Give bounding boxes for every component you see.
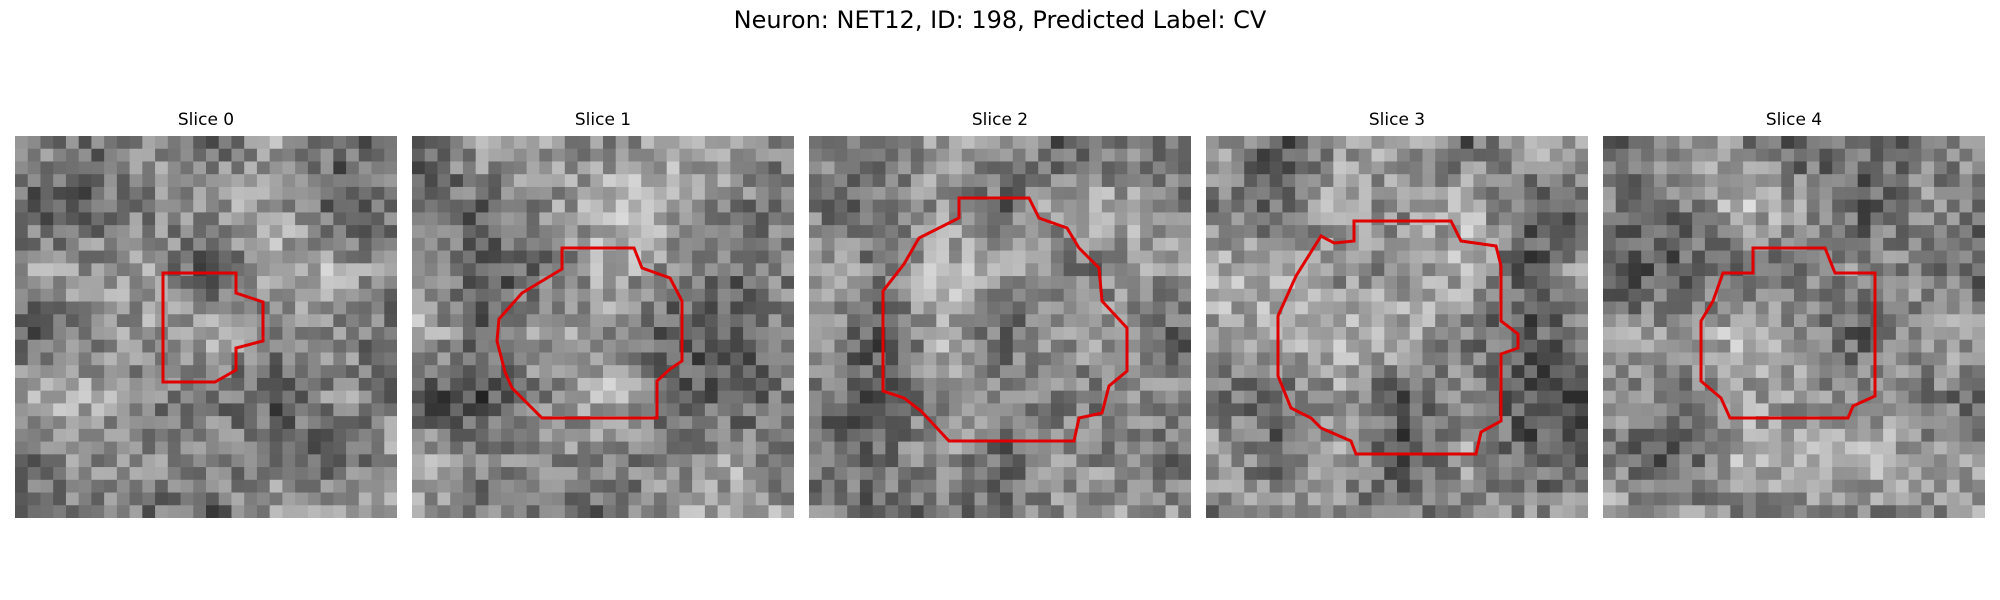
slice-panel-3: Slice 3 (1206, 108, 1588, 518)
slice-panel-4: Slice 4 (1603, 108, 1985, 518)
slice-title-0: Slice 0 (177, 110, 235, 130)
slice-image-2 (809, 136, 1191, 518)
slice-svg-0 (15, 136, 397, 518)
roi-contour-2 (881, 196, 1129, 443)
roi-contour-3 (1276, 219, 1520, 456)
slice-image-4 (1603, 136, 1985, 518)
slice-image-3 (1206, 136, 1588, 518)
slice-panel-0: Slice 0 (15, 108, 397, 518)
slice-title-2: Slice 2 (971, 110, 1029, 130)
figure-title: Neuron: NET12, ID: 198, Predicted Label:… (733, 6, 1267, 34)
roi-contour-1 (495, 246, 684, 420)
slice-title-4: Slice 4 (1765, 110, 1823, 130)
roi-contour-4 (1699, 246, 1877, 420)
slice-panel-1: Slice 1 (412, 108, 794, 518)
slice-svg-3 (1206, 136, 1588, 518)
roi-contour-0 (161, 271, 265, 384)
slice-image-1 (412, 136, 794, 518)
slice-svg-1 (412, 136, 794, 518)
slice-image-0 (15, 136, 397, 518)
slice-panel-2: Slice 2 (809, 108, 1191, 518)
slice-title-1: Slice 1 (574, 110, 632, 130)
slice-title-3: Slice 3 (1368, 110, 1426, 130)
slice-svg-4 (1603, 136, 1985, 518)
slice-svg-2 (809, 136, 1191, 518)
